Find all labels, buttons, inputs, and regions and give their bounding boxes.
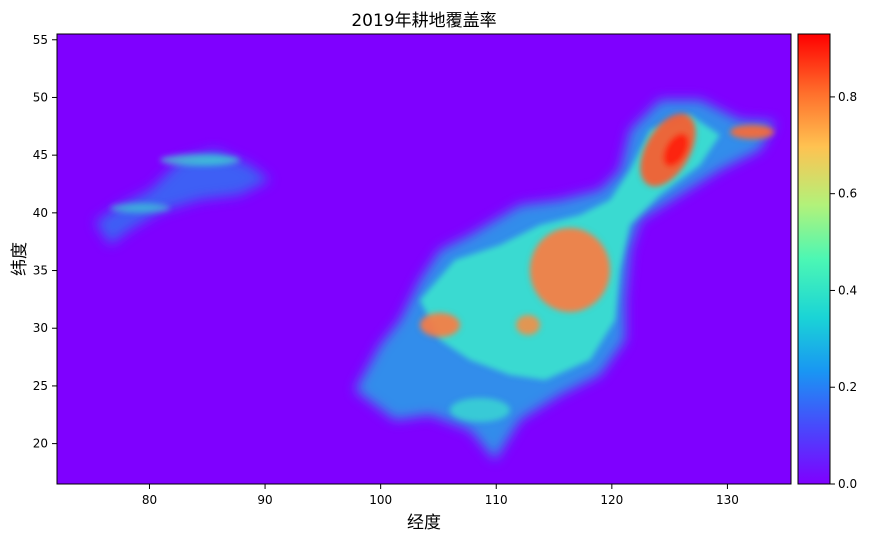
coverage-west-mid	[160, 154, 240, 166]
plot-frame	[56, 33, 792, 485]
x-tick-label: 90	[257, 493, 272, 507]
chart-title: 2019年耕地覆盖率	[351, 11, 496, 31]
x-tick-label: 100	[369, 493, 392, 507]
colorbar: 0.0 0.2 0.4 0.6 0.8	[797, 33, 857, 491]
coverage-northeast-peak	[663, 133, 689, 167]
y-tick-label: 55	[33, 33, 48, 47]
y-tick-label: 20	[33, 437, 48, 451]
x-tick-label: 130	[716, 493, 739, 507]
colorbar-tick-label: 0.4	[838, 283, 857, 297]
colorbar-tick-label: 0.6	[838, 187, 857, 201]
heatmap-plot-area	[57, 34, 791, 484]
coverage-hubei-high	[516, 315, 540, 335]
colorbar-tick-label: 0.8	[838, 90, 857, 104]
coverage-north-china-high	[530, 228, 610, 312]
coverage-west-low	[95, 150, 270, 245]
colorbar-ticks: 0.0 0.2 0.4 0.6 0.8	[830, 90, 857, 491]
coverage-south-mid	[450, 398, 510, 422]
y-axis-title: 纬度	[10, 242, 30, 276]
colorbar-tick-label: 0.2	[838, 380, 857, 394]
coverage-xinjiang-mid	[110, 203, 170, 213]
y-tick-label: 40	[33, 206, 48, 220]
y-tick-label: 35	[33, 264, 48, 278]
y-tick-label: 30	[33, 321, 48, 335]
y-tick-label: 50	[33, 90, 48, 104]
colorbar-tick-label: 0.0	[838, 477, 857, 491]
x-tick-label: 80	[142, 493, 157, 507]
x-tick-label: 110	[485, 493, 508, 507]
heatmap-coverage-region	[95, 100, 775, 460]
x-axis: 80 90 100 110 120 130	[142, 484, 739, 507]
x-axis-title: 经度	[407, 513, 441, 533]
colorbar-gradient	[797, 33, 831, 485]
x-tick-label: 120	[600, 493, 623, 507]
y-tick-label: 45	[33, 148, 48, 162]
coverage-sichuan-high	[420, 313, 460, 337]
y-axis: 20 25 30 35 40 45 50 55	[33, 33, 57, 451]
coverage-heilongjiang-high	[730, 125, 774, 139]
y-tick-label: 25	[33, 379, 48, 393]
